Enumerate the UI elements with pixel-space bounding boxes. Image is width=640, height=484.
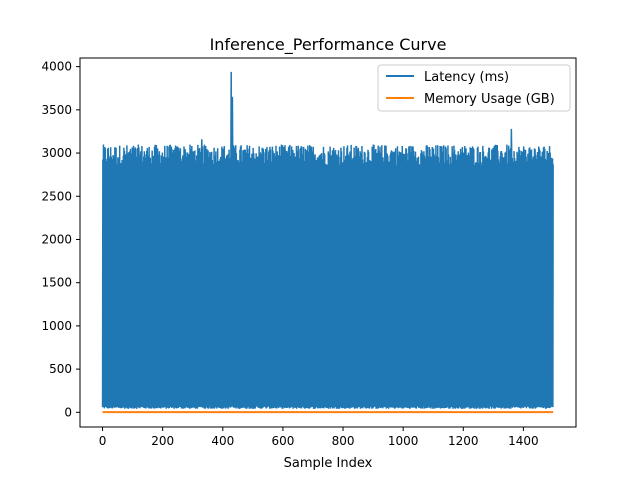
x-axis: 0 200 400 600 800 1000 1200 1400 [99,427,539,448]
legend: Latency (ms) Memory Usage (GB) [377,64,571,112]
y-tick-label: 3000 [41,146,72,160]
x-tick-label: 200 [151,434,174,448]
x-tick-label: 400 [211,434,234,448]
x-tick-label: 600 [271,434,294,448]
y-tick-label: 0 [64,405,72,419]
legend-box [377,64,571,112]
legend-label-memory: Memory Usage (GB) [424,92,555,107]
legend-label-latency: Latency (ms) [424,70,509,85]
y-tick-label: 2500 [41,189,72,203]
x-tick-label: 1200 [448,434,479,448]
y-tick-label: 1500 [41,276,72,290]
y-axis: 0 500 1000 1500 2000 2500 3000 3500 4000 [41,60,80,419]
chart-title: Inference_Performance Curve [210,35,447,55]
y-tick-label: 3500 [41,103,72,117]
plot-frame [79,57,577,428]
x-tick-label: 1400 [508,434,539,448]
y-tick-label: 2000 [41,232,72,246]
series-line-latency [101,71,554,409]
x-tick-label: 1000 [388,434,419,448]
x-axis-label: Sample Index [284,456,373,471]
x-tick-label: 0 [99,434,107,448]
y-tick-label: 1000 [41,319,72,333]
y-tick-label: 4000 [41,60,72,74]
y-tick-label: 500 [49,362,72,376]
x-tick-label: 800 [332,434,355,448]
